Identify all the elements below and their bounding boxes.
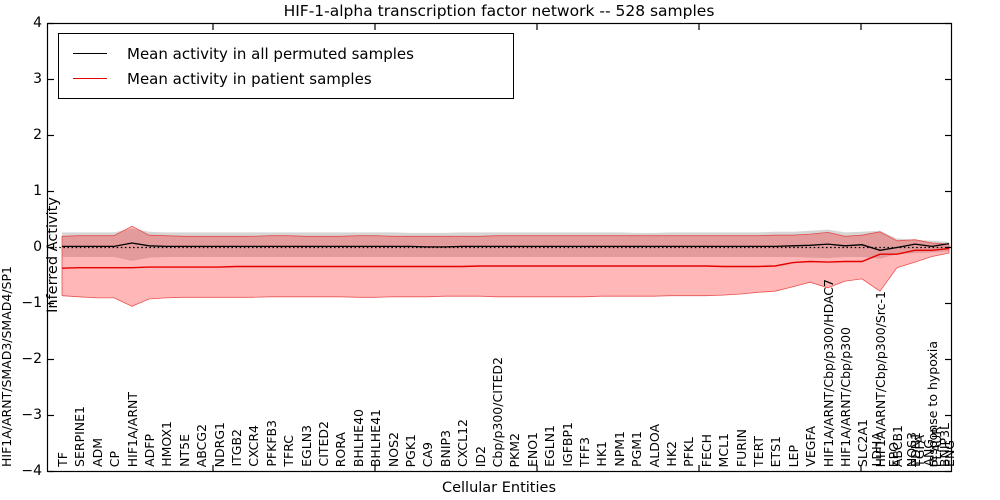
permuted-band (62, 228, 949, 261)
legend-entry-permuted: Mean activity in all permuted samples (73, 45, 513, 63)
legend-line-patient-icon (73, 78, 107, 79)
axes-frame (46, 22, 953, 473)
legend-entry-patient: Mean activity in patient samples (73, 70, 513, 88)
legend: Mean activity in all permuted samples Me… (58, 33, 514, 99)
patient-mean-line (61, 247, 950, 269)
permuted-mean-line (62, 242, 950, 251)
legend-line-permuted-icon (73, 53, 107, 54)
chart-title: HIF-1-alpha transcription factor network… (283, 2, 715, 20)
x-axis-label: Cellular Entities (441, 480, 557, 496)
legend-label-permuted: Mean activity in all permuted samples (127, 44, 414, 63)
legend-label-patient: Mean activity in patient samples (127, 69, 372, 88)
